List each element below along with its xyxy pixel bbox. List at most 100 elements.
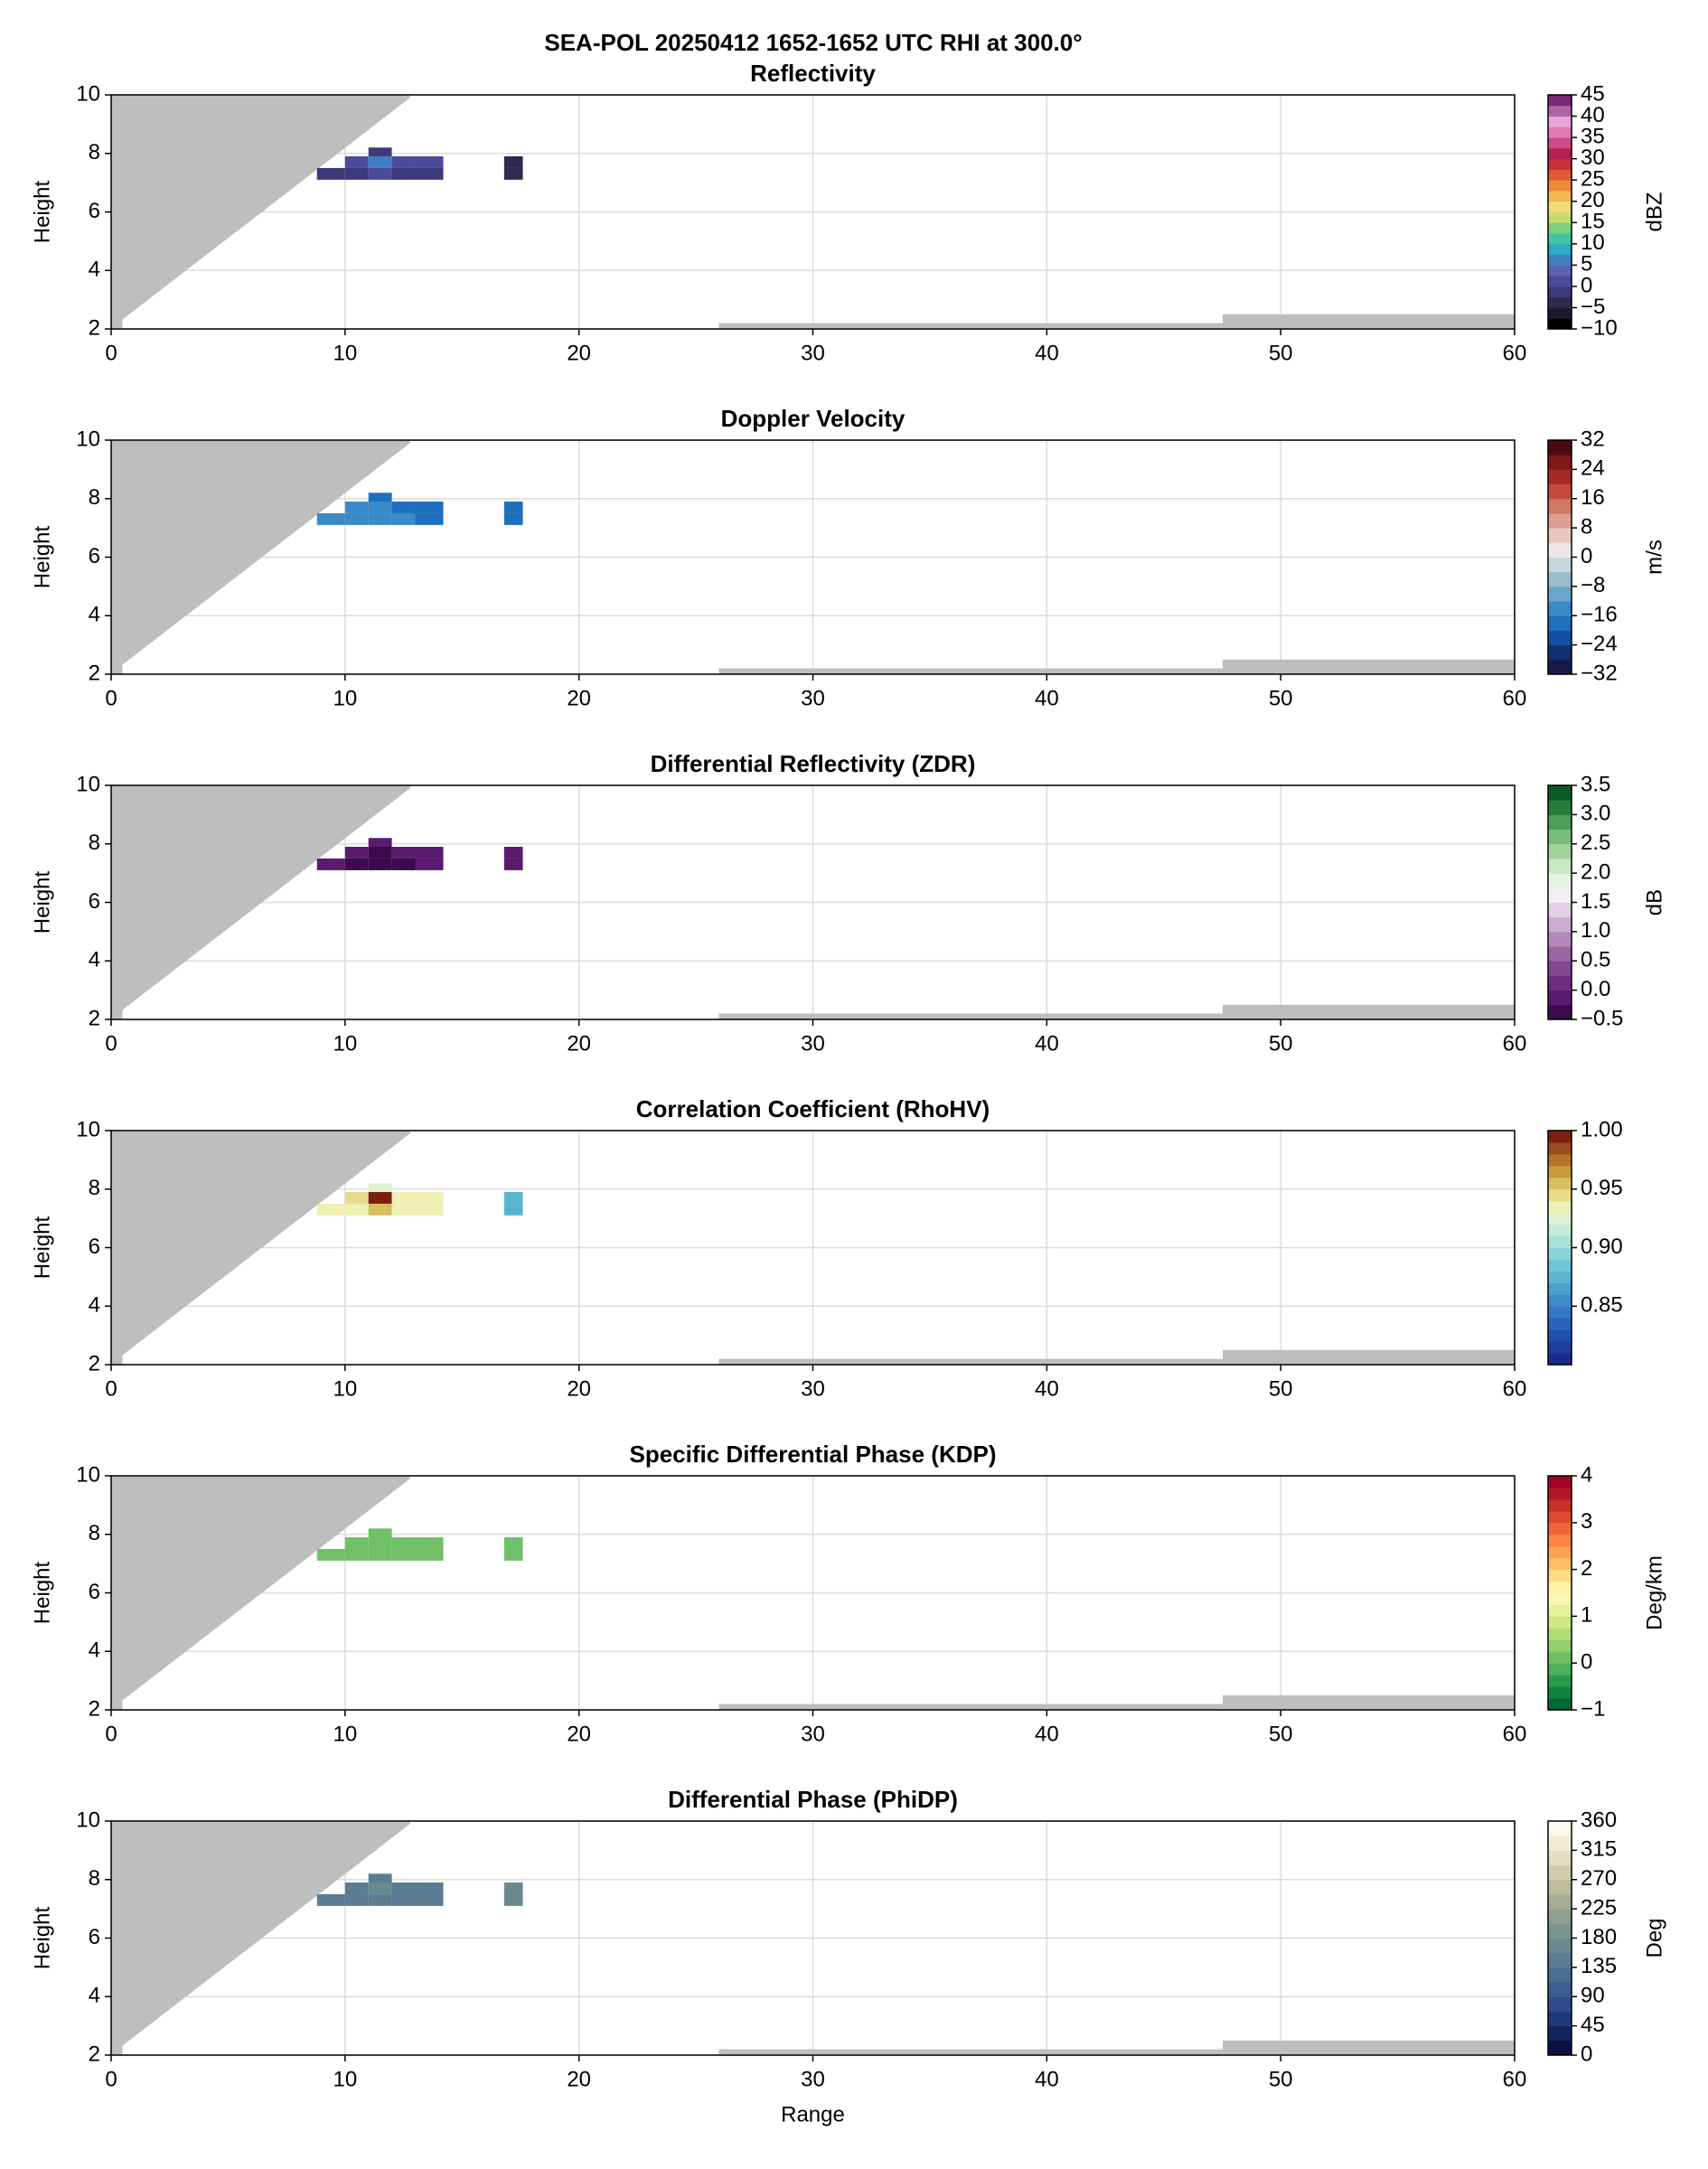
echo-cell [503,1203,523,1216]
blocked-region [111,1131,410,1365]
colorbar-swatch [1548,1476,1572,1488]
colorbar-tick-label: 1.0 [1581,918,1610,943]
y-tick-label: 4 [89,1293,100,1318]
y-axis-label: Height [30,1906,54,1969]
colorbar-swatch [1548,873,1572,888]
echo-cell [391,512,416,525]
x-tick-label: 30 [801,1722,825,1746]
colorbar-swatch [1548,1329,1572,1342]
echo-cell [391,1191,416,1204]
colorbar-swatch [1548,887,1572,903]
colorbar-swatch [1548,946,1572,962]
colorbar-swatch [1548,1004,1572,1020]
colorbar-swatch [1548,586,1572,602]
y-tick-label: 10 [76,81,100,106]
x-tick-label: 0 [105,341,117,365]
echo-cell [415,1893,444,1906]
colorbar-tick-label: 360 [1581,1808,1617,1832]
colorbar-tick-label: 3.0 [1581,802,1610,826]
x-tick-label: 30 [801,341,825,365]
echo-cell [344,1203,369,1216]
colorbar-swatch [1548,147,1572,160]
echo-cell [503,858,523,870]
x-tick-label: 30 [801,1031,825,1056]
colorbar-tick-label: 0.5 [1581,948,1610,972]
echo-cell [368,838,392,847]
echo-cell [391,1882,416,1894]
y-tick-label: 6 [89,1580,100,1604]
y-tick-label: 6 [89,199,100,223]
colorbar-swatch [1548,1282,1572,1295]
colorbar-swatch [1548,1879,1572,1895]
colorbar-tick-label: 2.5 [1581,831,1610,855]
colorbar-tick-label: 25 [1581,167,1605,192]
x-tick-label: 20 [567,2067,591,2091]
x-tick-label: 0 [105,1031,117,1056]
colorbar-tick-label: 1.00 [1581,1117,1623,1141]
blocked-region [111,785,410,1019]
y-axis-label: Height [30,1216,54,1279]
axes-frame [110,784,1516,1020]
y-axis-label: Height [30,1561,54,1624]
y-tick-label: 2 [89,1696,100,1721]
colorbar-swatch [1548,1698,1572,1711]
colorbar-swatch [1548,1592,1572,1605]
y-axis-label: Height [30,870,54,934]
colorbar-swatch [1548,318,1572,330]
echo-cell [368,167,392,180]
y-axis-label: Height [30,525,54,588]
blocked-region [111,1476,410,1710]
x-tick-label: 0 [105,1376,117,1401]
blocked-region [718,1704,1223,1710]
colorbar-swatch [1548,254,1572,266]
echo-cell [503,167,523,180]
colorbar-tick-label: 5 [1581,252,1592,277]
colorbar-swatch [1548,116,1572,127]
echo-cell [368,1528,392,1537]
colorbar-tick-label: −5 [1581,295,1605,319]
colorbar-frame [1547,1475,1572,1711]
echo-cell [368,1873,392,1883]
colorbar-swatch [1548,1628,1572,1640]
x-tick-label: 10 [333,686,357,710]
colorbar-swatch [1548,222,1572,234]
y-tick-label: 8 [89,1521,100,1545]
blocked-region [718,1013,1223,1019]
colorbar-swatch [1548,829,1572,845]
x-tick-label: 60 [1503,2067,1527,2091]
echo-cell [344,512,369,525]
y-tick-label: 4 [89,1984,100,2008]
colorbar-swatch [1548,990,1572,1006]
colorbar-tick-label: 0.0 [1581,977,1610,1001]
colorbar-tick-label: 1.5 [1581,889,1610,914]
axes-frame [110,94,1516,330]
x-tick-label: 40 [1035,341,1059,365]
y-tick-label: 8 [89,1176,100,1200]
axes-frame [110,1475,1516,1711]
colorbar-swatch [1548,1639,1572,1652]
x-tick-label: 60 [1503,341,1527,365]
colorbar-swatch [1548,190,1572,202]
colorbar-swatch [1548,1569,1572,1582]
colorbar-swatch [1548,601,1572,616]
echo-cell [344,167,369,180]
colorbar-swatch [1548,1663,1572,1676]
colorbar-swatch [1548,95,1572,107]
colorbar-tick-label: 0 [1581,1650,1592,1675]
echo-cell [391,858,416,870]
x-tick-label: 20 [567,341,591,365]
colorbar-tick-label: 3 [1581,1509,1592,1534]
echo-cell [415,1536,444,1549]
colorbar-swatch [1548,1353,1572,1366]
colorbar-tick-label: 1 [1581,1603,1592,1628]
echo-cell [391,1893,416,1906]
colorbar-swatch [1548,1534,1572,1547]
x-tick-label: 40 [1035,1376,1059,1401]
colorbar-swatch [1548,1864,1572,1881]
colorbar-swatch [1548,644,1572,661]
colorbar-swatch [1548,1616,1572,1629]
x-tick-label: 50 [1269,1031,1293,1056]
colorbar-swatch [1548,1581,1572,1593]
blocked-region [111,95,410,329]
